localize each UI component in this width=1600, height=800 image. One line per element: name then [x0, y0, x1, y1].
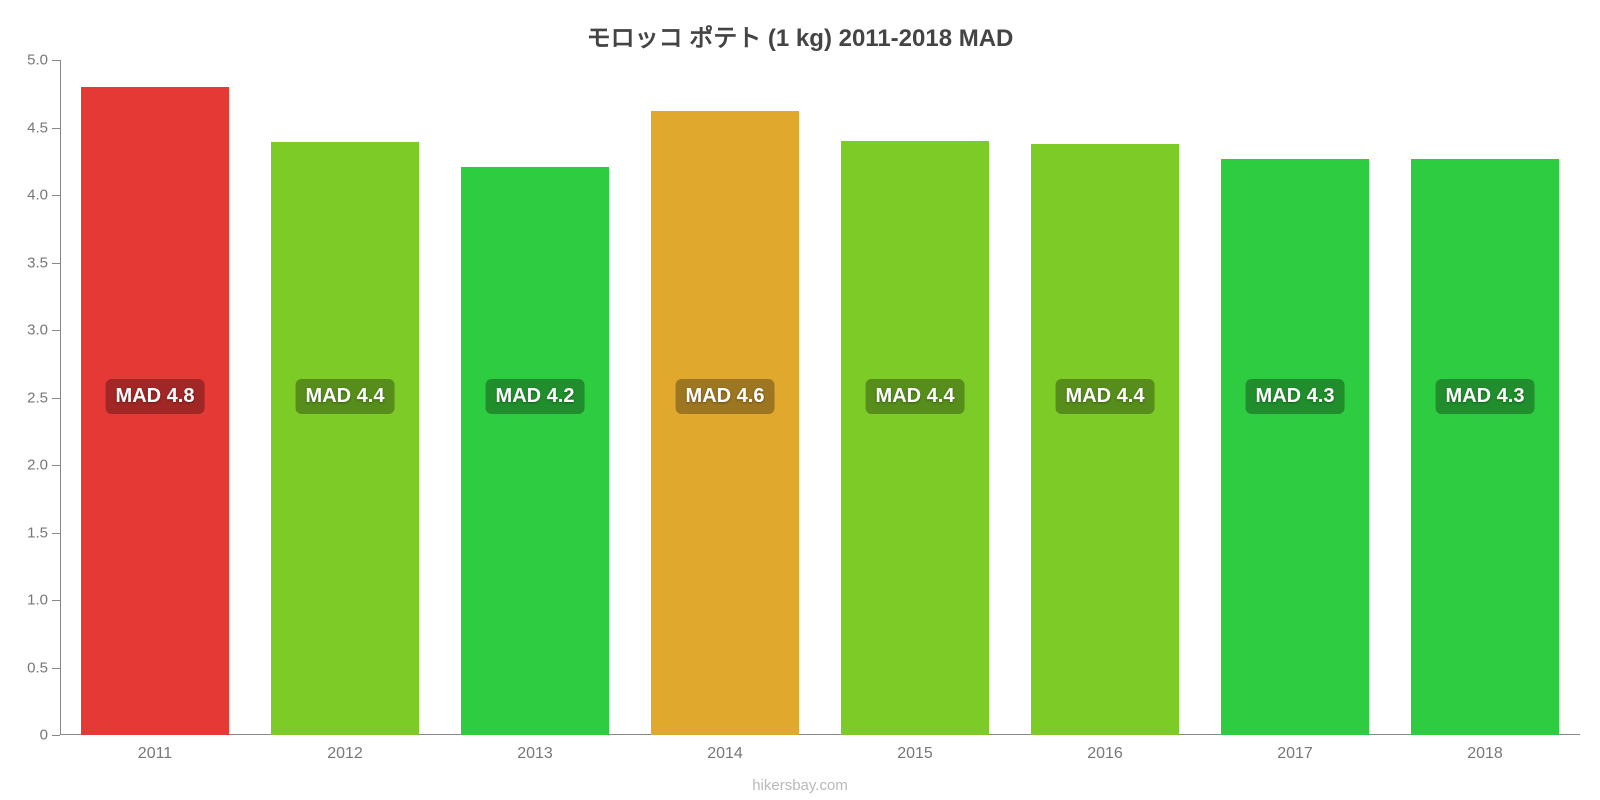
bar: MAD 4.2 [461, 167, 609, 735]
y-tick-label: 4.0 [27, 187, 60, 204]
bar: MAD 4.8 [81, 87, 229, 735]
chart-container: モロッコ ポテト (1 kg) 2011-2018 MAD MAD 4.8201… [0, 0, 1600, 800]
y-tick-label: 4.5 [27, 119, 60, 136]
bar-value-label: MAD 4.8 [106, 379, 205, 414]
x-tick-label: 2016 [1087, 745, 1123, 763]
bar-value-label: MAD 4.4 [866, 379, 965, 414]
x-tick-label: 2015 [897, 745, 933, 763]
y-tick-label: 0 [40, 727, 60, 744]
bar-value-label: MAD 4.2 [486, 379, 585, 414]
bar-slot: MAD 4.42015 [820, 60, 1010, 735]
x-tick-label: 2017 [1277, 745, 1313, 763]
plot-area: MAD 4.82011MAD 4.42012MAD 4.22013MAD 4.6… [60, 60, 1580, 735]
bar: MAD 4.6 [651, 111, 799, 735]
bar-slot: MAD 4.62014 [630, 60, 820, 735]
bar-value-label: MAD 4.4 [1056, 379, 1155, 414]
bar: MAD 4.4 [271, 142, 419, 735]
bar: MAD 4.4 [1031, 144, 1179, 735]
bar-slot: MAD 4.42012 [250, 60, 440, 735]
x-tick-label: 2011 [138, 745, 172, 763]
bar-value-label: MAD 4.4 [296, 379, 395, 414]
bar-slot: MAD 4.42016 [1010, 60, 1200, 735]
y-tick-label: 2.0 [27, 457, 60, 474]
bar-slot: MAD 4.32018 [1390, 60, 1580, 735]
bar: MAD 4.3 [1221, 159, 1369, 735]
y-tick-label: 3.0 [27, 322, 60, 339]
bar-value-label: MAD 4.3 [1436, 379, 1535, 414]
x-tick-label: 2012 [327, 745, 363, 763]
x-tick-label: 2014 [707, 745, 743, 763]
bar-value-label: MAD 4.6 [676, 379, 775, 414]
bars-group: MAD 4.82011MAD 4.42012MAD 4.22013MAD 4.6… [60, 60, 1580, 735]
y-tick-label: 5.0 [27, 52, 60, 69]
bar-slot: MAD 4.32017 [1200, 60, 1390, 735]
y-tick-label: 1.5 [27, 524, 60, 541]
bar: MAD 4.4 [841, 141, 989, 735]
bar-value-label: MAD 4.3 [1246, 379, 1345, 414]
y-tick-label: 3.5 [27, 254, 60, 271]
x-tick-label: 2013 [517, 745, 553, 763]
y-tick-label: 0.5 [27, 659, 60, 676]
y-tick-label: 1.0 [27, 592, 60, 609]
bar: MAD 4.3 [1411, 159, 1559, 735]
credit-text: hikersbay.com [0, 777, 1600, 794]
y-tick-label: 2.5 [27, 389, 60, 406]
bar-slot: MAD 4.22013 [440, 60, 630, 735]
bar-slot: MAD 4.82011 [60, 60, 250, 735]
chart-title: モロッコ ポテト (1 kg) 2011-2018 MAD [0, 18, 1600, 53]
x-tick-label: 2018 [1467, 745, 1503, 763]
